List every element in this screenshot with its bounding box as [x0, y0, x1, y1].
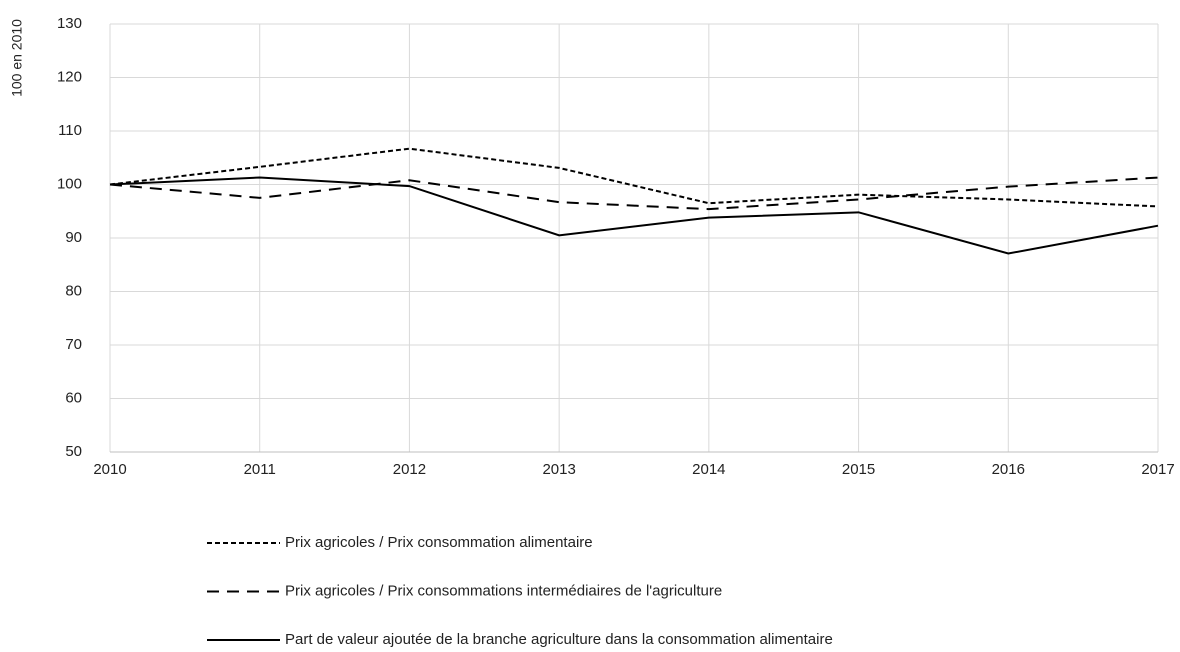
- x-tick-label: 2014: [692, 461, 725, 478]
- data-line: [109, 147, 1159, 208]
- x-tick-label: 2015: [842, 461, 875, 478]
- y-tick-label: 70: [65, 336, 82, 353]
- y-tick-label: 110: [58, 122, 82, 139]
- x-tick-label: 2013: [542, 461, 575, 478]
- x-tick-label: 2011: [244, 461, 276, 478]
- legend-label: Part de valeur ajoutée de la branche agr…: [285, 631, 833, 648]
- x-tick-label: 2016: [992, 461, 1025, 478]
- y-tick-label: 120: [57, 68, 82, 85]
- x-tick-label: 2012: [393, 461, 426, 478]
- y-tick-label: 50: [65, 443, 82, 460]
- legend-label: Prix agricoles / Prix consommation alime…: [285, 534, 593, 551]
- y-tick-label: 100: [57, 175, 82, 192]
- legend-label: Prix agricoles / Prix consommations inte…: [285, 582, 722, 599]
- data-line: [109, 176, 1159, 255]
- y-tick-label: 60: [65, 389, 82, 406]
- x-tick-label: 2017: [1141, 461, 1174, 478]
- y-tick-label: 130: [57, 15, 82, 32]
- y-axis-label: 100 en 2010: [9, 19, 25, 97]
- data-line: [109, 176, 1159, 211]
- y-tick-label: 90: [65, 229, 82, 246]
- x-tick-label: 2010: [93, 461, 126, 478]
- y-tick-label: 80: [65, 282, 82, 299]
